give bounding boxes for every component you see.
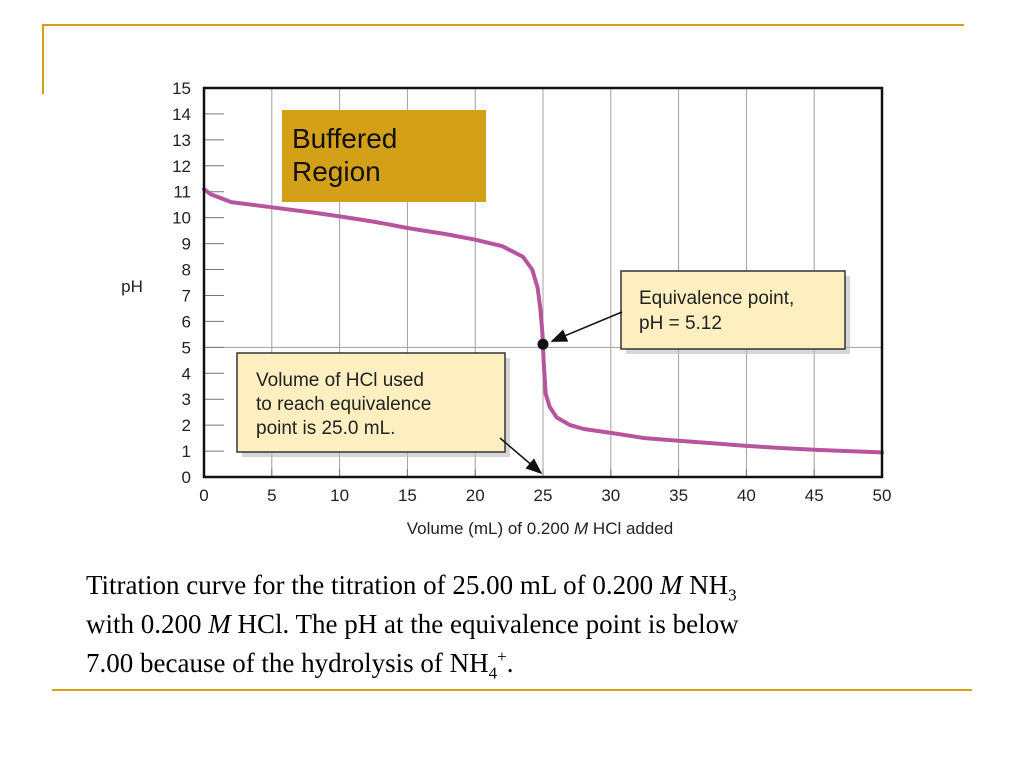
y-tick-label: 3	[182, 390, 191, 409]
x-tick-label: 30	[601, 486, 620, 505]
y-tick-label: 10	[172, 209, 191, 228]
caption-text: with 0.200	[86, 609, 209, 639]
y-tick-label: 6	[182, 312, 191, 331]
caption-molar-symbol: M	[659, 570, 683, 600]
y-tick-label: 8	[182, 261, 191, 280]
volume-callout-text: to reach equivalence	[256, 394, 431, 415]
y-tick-label: 4	[182, 364, 191, 383]
x-axis-label-molar-symbol: M	[574, 519, 589, 538]
buffered-region-label: Region	[292, 156, 381, 187]
plot-frame	[202, 86, 884, 479]
decor-left-rule	[42, 24, 44, 94]
caption-text: .	[506, 648, 514, 678]
x-tick-label: 0	[199, 486, 208, 505]
caption-subscript: 3	[728, 585, 737, 605]
y-tick-label: 0	[182, 468, 191, 487]
titration-curve	[202, 187, 884, 455]
buffered-region-label: Buffered	[292, 123, 397, 154]
x-tick-label: 15	[398, 486, 417, 505]
y-tick-label: 13	[172, 131, 191, 150]
y-axis-label: pH	[121, 277, 143, 296]
y-tick-label: 15	[172, 79, 191, 98]
volume-callout-text: point is 25.0 mL.	[256, 418, 395, 439]
y-tick-label: 1	[182, 442, 191, 461]
y-tick-label: 7	[182, 286, 191, 305]
x-axis-label: Volume (mL) of 0.200 M HCl added	[407, 519, 674, 538]
figure-caption: Titration curve for the titration of 25.…	[86, 566, 966, 683]
x-tick-label: 40	[737, 486, 756, 505]
caption-subscript: 4	[488, 663, 498, 683]
caption-line-2: with 0.200 M HCl. The pH at the equivale…	[86, 605, 966, 644]
equivalence-callout-box	[620, 270, 846, 350]
caption-molar-symbol: M	[208, 609, 231, 639]
buffered-region-box	[282, 110, 486, 202]
caption-text: 7.00 because of the hydrolysis of NH	[86, 648, 489, 678]
equivalence-callout-arrow	[550, 311, 623, 342]
x-axis-label-part: Volume (mL) of 0.200	[407, 519, 574, 538]
volume-callout-text: Volume of HCl used	[256, 370, 424, 391]
y-tick-label: 12	[172, 157, 191, 176]
x-tick-label: 50	[873, 486, 892, 505]
equivalence-callout-text: pH = 5.12	[639, 313, 722, 334]
decor-top-rule	[42, 24, 964, 26]
volume-callout-box	[236, 352, 506, 453]
y-tick-label: 5	[182, 338, 191, 357]
y-tick-label: 14	[172, 105, 191, 124]
x-tick-label: 5	[267, 486, 276, 505]
caption-line-3: 7.00 because of the hydrolysis of NH4+.	[86, 644, 966, 683]
equivalence-callout-text: Equivalence point,	[639, 288, 794, 309]
caption-text: Titration curve for the titration of 25.…	[86, 570, 660, 600]
caption-text: HCl. The pH at the equivalence point is …	[230, 609, 739, 639]
caption-superscript: +	[497, 647, 507, 666]
x-tick-label: 10	[330, 486, 349, 505]
y-tick-label: 9	[182, 235, 191, 254]
caption-line-1: Titration curve for the titration of 25.…	[86, 566, 966, 605]
x-tick-label: 20	[466, 486, 485, 505]
x-tick-label: 45	[805, 486, 824, 505]
volume-callout-arrow	[499, 437, 543, 475]
x-tick-label: 35	[669, 486, 688, 505]
y-tick-label: 2	[182, 416, 191, 435]
x-tick-label: 25	[534, 486, 553, 505]
y-tick-label: 11	[173, 183, 191, 202]
equivalence-point-marker	[537, 338, 549, 350]
x-axis-label-part: HCl added	[588, 519, 673, 538]
caption-text: NH	[682, 570, 729, 600]
decor-bottom-rule	[52, 689, 972, 691]
